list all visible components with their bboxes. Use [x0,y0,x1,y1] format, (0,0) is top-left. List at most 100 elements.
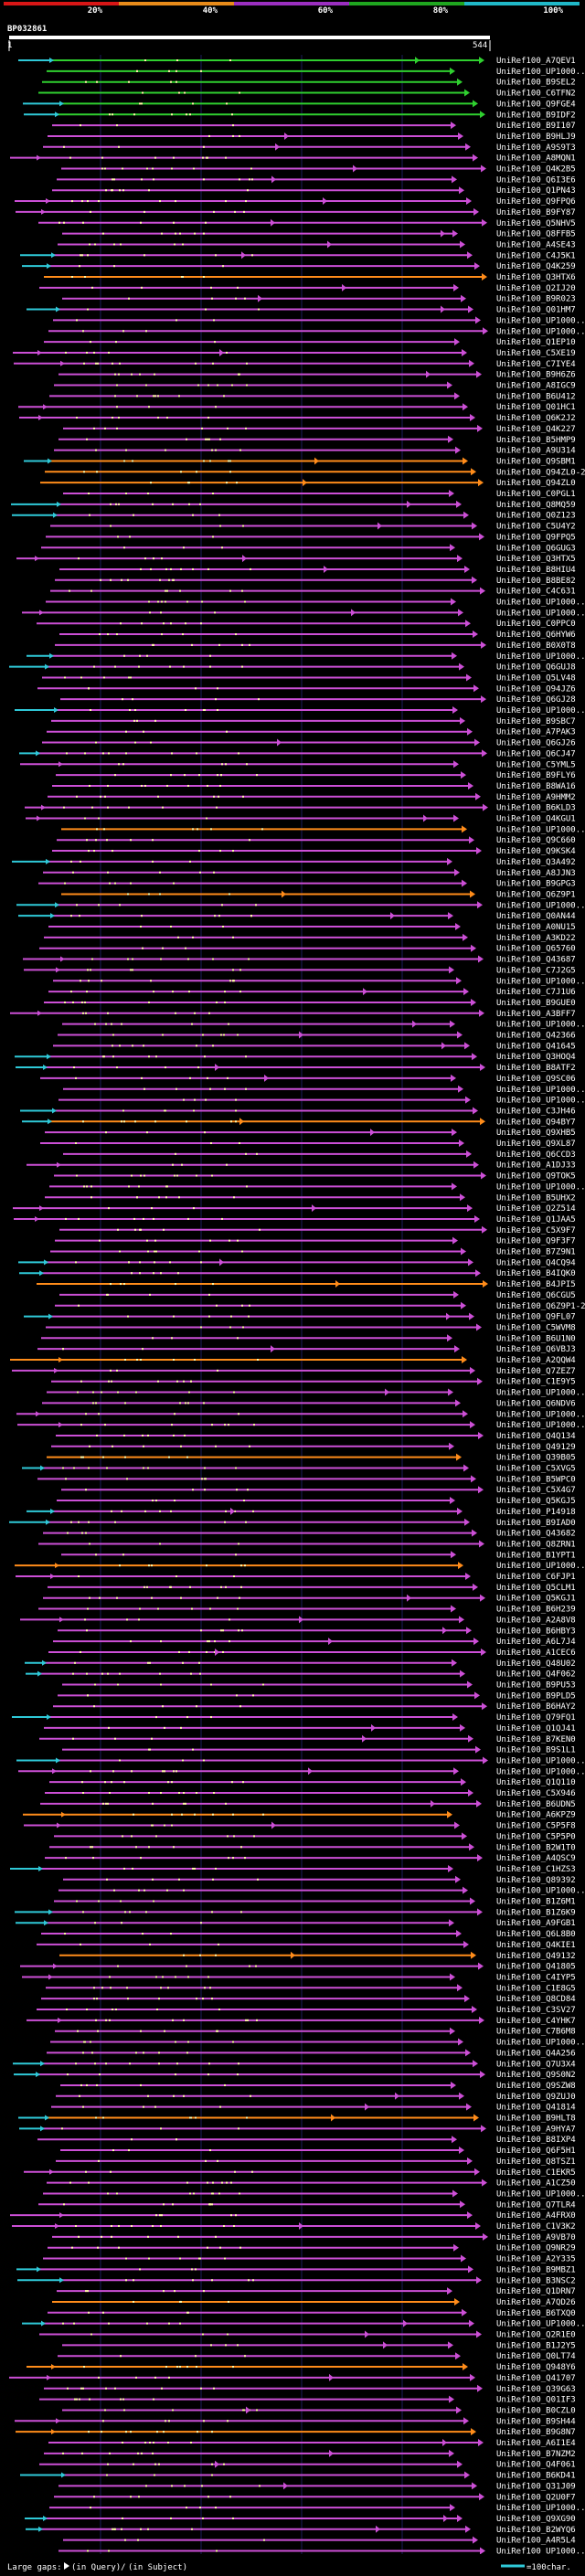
hit-label[interactable]: UniRef100_Q9FPQ6 [496,197,576,207]
hit-row[interactable]: UniRef100_Q6Z9P1 [61,890,576,899]
hit-row[interactable]: UniRef100_Q4KIE1 [37,1940,576,1950]
hit-label[interactable]: UniRef100_Q6K2J2 [496,414,576,423]
hit-label[interactable]: UniRef100_A4SE43 [496,240,576,249]
hit-row[interactable]: UniRef100_Q6CCD3 [63,1150,576,1160]
hit-label[interactable]: UniRef100_C5YML5 [496,760,576,769]
hit-label[interactable]: UniRef100_Q1DRN7 [496,2287,576,2296]
hit-row[interactable]: UniRef100_UP1000... [18,1767,585,1776]
hit-row[interactable]: UniRef100_B9I107 [52,122,576,131]
hit-row[interactable]: UniRef100_Q4K259 [22,262,576,271]
hit-row[interactable]: UniRef100_B9G8N7 [16,2428,576,2437]
hit-row[interactable]: UniRef100_Q8TSZ1 [56,2157,576,2167]
hit-label[interactable]: UniRef100_Q6CJ47 [496,749,576,758]
hit-row[interactable]: UniRef100_Q0LT74 [58,2352,576,2361]
hit-row[interactable]: UniRef100_A7PAK3 [47,727,576,737]
hit-label[interactable]: UniRef100_C6FJP1 [496,1573,576,1582]
hit-label[interactable]: UniRef100_UP1000... [496,68,585,77]
hit-label[interactable]: UniRef100_A4QSC9 [496,1854,576,1863]
hit-label[interactable]: UniRef100_B6TXQ0 [496,2309,576,2318]
hit-label[interactable]: UniRef100_UP1000... [496,1421,585,1430]
hit-row[interactable]: UniRef100_A9FGB1 [16,1919,576,1928]
hit-row[interactable]: UniRef100_B9IDF2 [24,111,576,120]
hit-label[interactable]: UniRef100_Q42366 [496,1032,576,1041]
hit-label[interactable]: UniRef100_Q6F5H1 [496,2147,576,2156]
hit-row[interactable]: UniRef100_C1E8G5 [46,1984,576,1993]
hit-row[interactable]: UniRef100_C3JH46 [20,1107,576,1116]
hit-label[interactable]: UniRef100_Q1PN43 [496,186,576,196]
hit-row[interactable]: UniRef100_C5WVM8 [46,1323,576,1332]
hit-label[interactable]: UniRef100_Q7TLR4 [496,2200,576,2210]
hit-label[interactable]: UniRef100_C5P5F8 [496,1822,576,1831]
hit-row[interactable]: UniRef100_A1CEC6 [48,1648,576,1658]
hit-row[interactable]: UniRef100_Q3HTX6 [44,273,576,282]
hit-label[interactable]: UniRef100_Q2R1E0 [496,2331,576,2340]
hit-row[interactable]: UniRef100_Q49132 [59,1951,576,1961]
hit-row[interactable]: UniRef100_Q1JAA5 [14,1214,576,1224]
hit-row[interactable]: UniRef100_C7B6M8 [55,2027,576,2037]
hit-row[interactable]: UniRef100_Q6GUG3 [41,544,576,553]
hit-label[interactable]: UniRef100_Q94ZL0-2 [496,468,585,477]
hit-row[interactable]: UniRef100_A4QSC9 [45,1854,576,1863]
hit-row[interactable]: UniRef100_C4J5K1 [20,251,576,260]
hit-row[interactable]: UniRef100_Q9ZUJ0 [56,2092,576,2102]
hit-label[interactable]: UniRef100_B9H6Z6 [496,371,576,380]
hit-row[interactable]: UniRef100_UP1000... [17,1421,585,1430]
hit-label[interactable]: UniRef100_B9FLY6 [496,771,576,780]
hit-label[interactable]: UniRef100_A8IGC9 [496,382,576,391]
hit-row[interactable]: UniRef100_B9R023 [62,294,576,304]
hit-row[interactable]: UniRef100_Q9XL87 [40,1140,576,1149]
hit-row[interactable]: UniRef100_A9VB70 [52,2232,576,2242]
hit-label[interactable]: UniRef100_A6KPZ9 [496,1811,576,1820]
hit-row[interactable]: UniRef100_C1V3K2 [12,2222,576,2231]
hit-row[interactable]: UniRef100_A9S9T3 [43,143,576,153]
hit-label[interactable]: UniRef100_A7QEV1 [496,57,576,66]
hit-label[interactable]: UniRef100_A6I1E4 [496,2439,576,2448]
hit-label[interactable]: UniRef100_Q5LV48 [496,673,576,683]
hit-label[interactable]: UniRef100_UP1000... [496,977,585,986]
hit-label[interactable]: UniRef100_Q2U0F7 [496,2493,576,2502]
hit-row[interactable]: UniRef100_B8WA16 [52,781,576,791]
hit-row[interactable]: UniRef100_Q6Z9P1-2 [55,1301,585,1311]
hit-row[interactable]: UniRef100_UP1000... [50,2038,585,2048]
hit-row[interactable]: UniRef100_B6H239 [38,1605,576,1615]
hit-label[interactable]: UniRef100_B1Z6M1 [496,1898,576,1907]
hit-label[interactable]: UniRef100_Q0Z123 [496,512,576,521]
hit-label[interactable]: UniRef100_Q6GUG3 [496,544,576,553]
hit-label[interactable]: UniRef100_UP1000... [496,316,585,325]
hit-label[interactable]: UniRef100_A8MQN1 [496,154,576,164]
hit-row[interactable]: UniRef100_Q94BY7 [22,1118,576,1127]
hit-label[interactable]: UniRef100_B9G8N7 [496,2428,576,2437]
hit-label[interactable]: UniRef100_B3NSC2 [496,2276,576,2285]
hit-row[interactable]: UniRef100_A4FRX0 [10,2211,576,2221]
hit-label[interactable]: UniRef100_Q4Q134 [496,1432,576,1441]
hit-label[interactable]: UniRef100_B8BE82 [496,577,576,586]
hit-row[interactable]: UniRef100_Q79FQ1 [12,1713,576,1723]
hit-label[interactable]: UniRef100_Q01IF3 [496,2396,576,2405]
hit-label[interactable]: UniRef100_Q8FFB5 [496,230,576,239]
hit-label[interactable]: UniRef100_Q9XG90 [496,2515,576,2524]
hit-row[interactable]: UniRef100_Q4F062 [26,1670,576,1680]
hit-row[interactable]: UniRef100_UP1000... [16,901,585,910]
hit-label[interactable]: UniRef100_B6UDN5 [496,1800,576,1809]
hit-row[interactable]: UniRef100_Q94ZL0-2 [45,468,585,477]
hit-label[interactable]: UniRef100_C5XE19 [496,349,576,358]
hit-row[interactable]: UniRef100_B1Z6M1 [54,1897,576,1907]
hit-row[interactable]: UniRef100_Q8MQ59 [11,500,576,510]
hit-label[interactable]: UniRef100_B9HLT8 [496,2115,576,2124]
hit-label[interactable]: UniRef100_C5XVG5 [496,1465,576,1474]
hit-row[interactable]: UniRef100_UP1000... [48,327,585,336]
hit-row[interactable]: UniRef100_Q41814 [51,2103,576,2113]
hit-row[interactable]: UniRef100_Q4KGU1 [26,814,576,824]
hit-row[interactable]: UniRef100_UP1000... [53,316,585,325]
hit-row[interactable]: UniRef100_B9HLT8 [18,2114,576,2124]
hit-row[interactable]: UniRef100_Q6CJ47 [19,749,576,758]
hit-label[interactable]: UniRef100_UP1000... [496,2189,585,2199]
hit-row[interactable]: UniRef100_Q6VBJ3 [37,1345,576,1354]
hit-row[interactable]: UniRef100_Q6HYW6 [59,631,576,640]
hit-label[interactable]: UniRef100_B8WA16 [496,782,576,791]
hit-row[interactable]: UniRef100_B6KD41 [20,2471,576,2481]
hit-row[interactable]: UniRef100_Q4CQ94 [18,1258,576,1267]
hit-label[interactable]: UniRef100_C7B6M8 [496,2028,576,2037]
hit-label[interactable]: UniRef100_Q6L8B0 [496,1930,576,1939]
hit-label[interactable]: UniRef100_UP1000... [496,1410,585,1419]
